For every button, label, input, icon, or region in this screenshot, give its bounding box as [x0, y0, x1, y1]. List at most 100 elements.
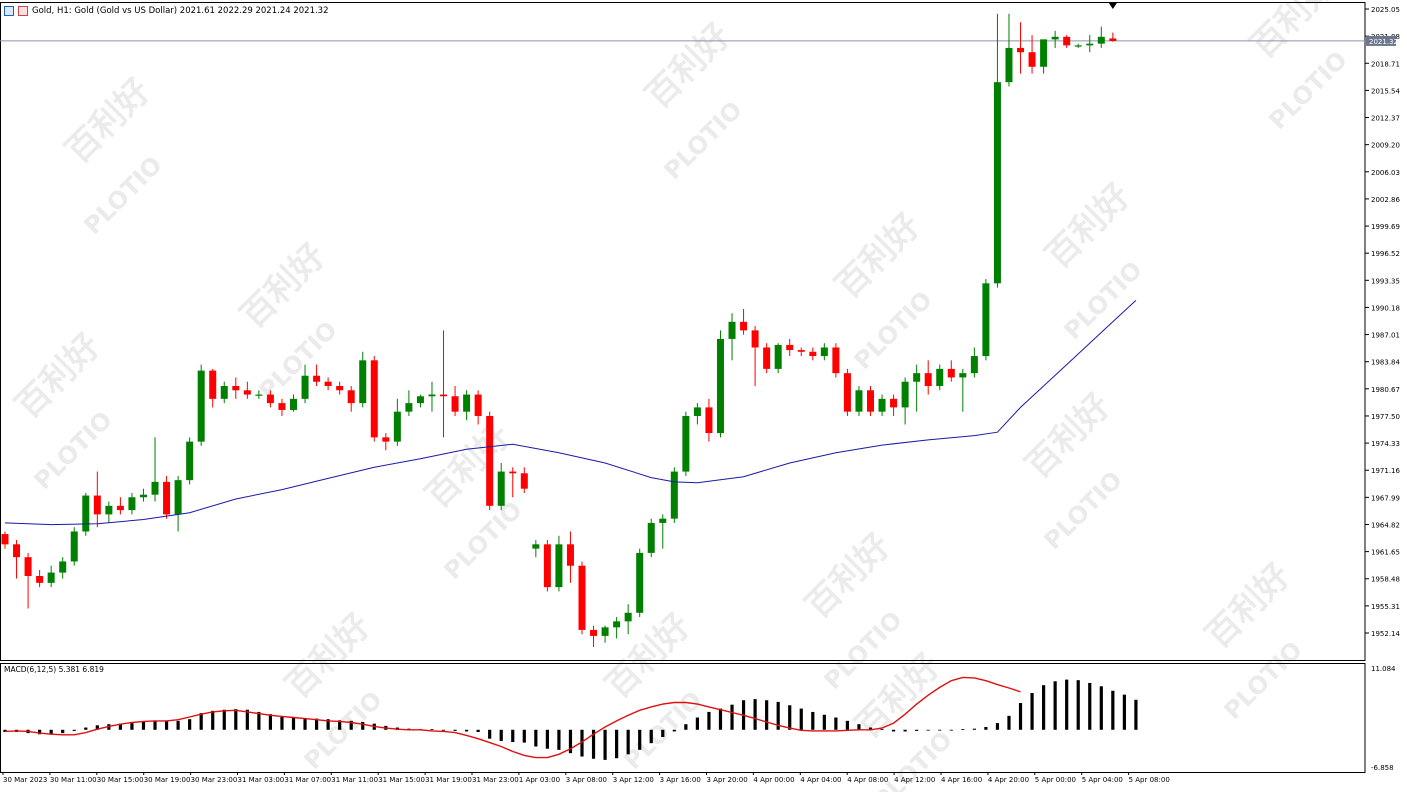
candle-body: [313, 375, 321, 382]
macd-histogram-bar: [972, 728, 976, 730]
last-bar-marker-icon: [1108, 3, 1117, 9]
macd-histogram-bar: [1042, 685, 1046, 730]
candle-body: [382, 437, 390, 442]
candle-body: [324, 381, 332, 387]
chart-mode-icon[interactable]: [18, 6, 28, 16]
candle-body: [116, 505, 124, 511]
candle-body: [47, 572, 55, 583]
price-axis-label: 1971.16: [1371, 467, 1400, 475]
macd-histogram-bar: [799, 708, 803, 730]
macd-histogram-bar: [949, 729, 953, 731]
chart-window-icon[interactable]: [4, 6, 14, 16]
macd-histogram-bar: [84, 727, 88, 730]
current-price-tag: [1366, 35, 1396, 46]
macd-histogram-bar: [361, 721, 365, 730]
candle-body: [278, 403, 286, 410]
price-axis-label: 2025.05: [1371, 6, 1400, 14]
candle-body: [163, 481, 171, 515]
macd-histogram-bar: [672, 729, 676, 732]
candle-body: [578, 565, 586, 630]
candle-body: [232, 386, 240, 391]
price-axis-label: 2015.54: [1371, 87, 1400, 95]
candle-body: [509, 471, 517, 474]
macd-histogram-bar: [568, 729, 573, 754]
candle-body: [393, 411, 401, 442]
macd-axis-top-label: 11.084: [1371, 665, 1396, 673]
candle-body: [913, 373, 921, 382]
macd-histogram-bar: [1007, 715, 1011, 730]
candle-body: [970, 356, 978, 374]
macd-histogram-bar: [730, 704, 734, 730]
candle-body: [543, 544, 551, 588]
time-axis-label: 31 Mar 23:00: [472, 776, 519, 784]
time-axis-label: 30 Mar 15:00: [97, 776, 144, 784]
macd-histogram-bar: [857, 724, 861, 730]
macd-histogram-bar: [845, 720, 850, 730]
candle-body: [601, 627, 609, 636]
candle-body: [13, 544, 21, 558]
macd-histogram-bar: [430, 729, 434, 731]
macd-histogram-bar: [718, 708, 723, 730]
candle-body: [1097, 36, 1105, 44]
time-axis-label: 31 Mar 03:00: [238, 776, 285, 784]
candle-body: [463, 394, 471, 412]
macd-histogram-bar: [1053, 681, 1057, 730]
candle-body: [878, 398, 886, 412]
candle-body: [636, 552, 644, 613]
macd-histogram-bar: [326, 719, 330, 730]
macd-histogram-bar: [753, 699, 757, 730]
macd-histogram-bar: [938, 729, 942, 731]
price-axis-label: 2009.20: [1371, 142, 1400, 150]
candle-body: [786, 344, 794, 351]
candle-body: [82, 495, 90, 532]
macd-histogram-bar: [338, 720, 342, 730]
macd-histogram-bar: [707, 711, 711, 730]
price-axis-label: 1987.01: [1371, 332, 1400, 340]
time-axis-label: 5 Apr 08:00: [1129, 776, 1170, 784]
candle-body: [993, 82, 1001, 284]
candle-body: [1028, 52, 1036, 67]
candle-body: [1063, 36, 1071, 46]
candle-body: [740, 321, 748, 331]
candle-body: [670, 471, 678, 519]
macd-histogram-bar: [903, 729, 907, 732]
candle-body: [532, 544, 540, 549]
macd-histogram-bar: [626, 729, 630, 755]
candle-body: [486, 415, 494, 506]
candle-body: [624, 612, 632, 622]
macd-histogram-bar: [257, 711, 261, 730]
macd-histogram-bar: [603, 729, 607, 760]
macd-histogram-bar: [1018, 703, 1023, 730]
candle-body: [1005, 47, 1013, 83]
candle-body: [347, 390, 355, 404]
candle-body: [613, 621, 621, 628]
macd-histogram-bar: [522, 729, 526, 743]
candle-body: [36, 576, 44, 583]
candle-body: [867, 390, 874, 412]
time-axis-label: 31 Mar 15:00: [378, 776, 425, 784]
macd-histogram-bar: [234, 709, 238, 730]
macd-histogram-bar: [291, 717, 296, 730]
macd-histogram-bar: [534, 729, 538, 747]
macd-histogram-bar: [580, 729, 584, 757]
macd-histogram-bar: [49, 729, 53, 735]
time-axis-label: 5 Apr 04:00: [1082, 776, 1123, 784]
macd-histogram-bar: [615, 729, 619, 759]
candle-body: [682, 415, 690, 472]
candle-body: [901, 381, 909, 408]
candle-body: [590, 629, 598, 636]
macd-histogram-bar: [834, 717, 838, 730]
macd-histogram-bar: [199, 713, 203, 730]
price-axis-label: 2012.37: [1371, 115, 1400, 123]
candle-body: [959, 373, 967, 378]
price-axis-label: 1974.33: [1371, 440, 1400, 448]
time-axis-label: 4 Apr 12:00: [894, 776, 935, 784]
candle-body: [428, 394, 436, 397]
candle-body: [832, 347, 840, 374]
